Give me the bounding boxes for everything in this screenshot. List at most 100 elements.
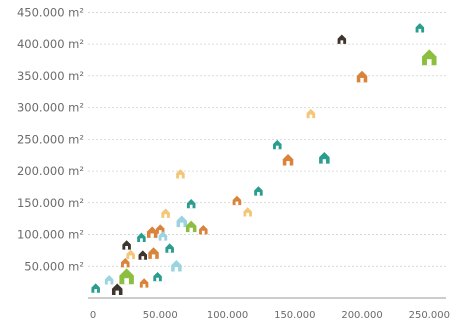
house-door — [286, 161, 290, 166]
house-door — [174, 267, 179, 272]
house-door — [189, 204, 193, 209]
house-body — [254, 186, 263, 196]
house-body — [415, 23, 425, 33]
house-marker — [104, 275, 114, 285]
house-door — [156, 277, 159, 282]
house-marker — [243, 207, 252, 217]
house-body — [176, 169, 185, 179]
house-marker — [254, 186, 263, 196]
house-body — [422, 49, 437, 66]
house-body — [186, 198, 196, 209]
house-marker — [156, 224, 165, 234]
house-marker — [165, 243, 174, 253]
house-marker — [176, 169, 185, 179]
house-door — [107, 280, 111, 285]
house-marker — [153, 271, 162, 282]
house-door — [161, 237, 165, 241]
house-marker — [111, 283, 123, 295]
house-body — [232, 195, 242, 206]
house-door — [179, 174, 182, 179]
house-door — [124, 278, 129, 285]
house-body — [282, 153, 294, 166]
house-door — [418, 28, 422, 33]
house-body — [273, 139, 282, 150]
grid-lines — [88, 11, 446, 267]
house-door — [360, 77, 364, 83]
house-door — [322, 159, 327, 164]
house-door — [151, 254, 156, 259]
house-body — [243, 207, 252, 217]
house-door — [257, 192, 260, 196]
house-marker — [91, 283, 100, 293]
house-marker — [137, 232, 146, 242]
x-tick-labels: 0 50.000 100.000 150.000 200.000 250.000 — [90, 310, 450, 321]
house-body — [126, 249, 135, 260]
x-tick-label: 250.000 — [409, 310, 450, 321]
y-tick-label: 400.000 m² — [17, 37, 84, 51]
y-tick-label: 350.000 m² — [17, 69, 84, 83]
house-body — [161, 208, 170, 218]
house-body — [319, 152, 330, 164]
house-body — [121, 257, 130, 268]
house-door — [140, 238, 143, 242]
house-door — [246, 212, 250, 217]
house-marker — [161, 208, 170, 218]
house-door — [141, 256, 145, 260]
house-body — [306, 108, 316, 119]
house-body — [119, 268, 134, 285]
house-door — [115, 290, 119, 295]
x-tick-label: 50.000 — [143, 310, 178, 321]
house-marker — [186, 198, 196, 209]
house-marker — [171, 259, 182, 272]
house-body — [139, 278, 149, 288]
house-door — [129, 255, 133, 260]
house-body — [171, 259, 182, 272]
house-marker — [273, 139, 282, 150]
y-tick-label: 150.000 m² — [17, 196, 84, 210]
y-tick-label: 450.000 m² — [17, 5, 84, 19]
house-body — [158, 231, 168, 241]
house-door — [340, 40, 344, 44]
house-body — [176, 215, 188, 228]
house-marker — [185, 220, 197, 233]
house-door — [125, 245, 128, 250]
house-door — [189, 227, 193, 233]
house-marker — [148, 247, 159, 259]
house-door — [201, 230, 205, 235]
house-body — [165, 243, 174, 253]
data-points — [91, 23, 437, 295]
house-door — [426, 59, 432, 66]
house-marker — [119, 268, 134, 285]
house-marker — [146, 226, 158, 238]
house-body — [185, 220, 197, 233]
house-body — [153, 271, 162, 282]
y-tick-labels: 50.000 m² 100.000 m² 150.000 m² 200.000 m² 2… — [17, 5, 84, 273]
house-body — [148, 247, 159, 259]
house-door — [168, 249, 172, 253]
house-body — [122, 240, 131, 250]
house-door — [150, 233, 154, 238]
house-marker — [337, 34, 347, 44]
house-marker — [122, 240, 131, 250]
y-tick-label: 300.000 m² — [17, 101, 84, 115]
house-body — [156, 224, 165, 234]
y-tick-label: 250.000 m² — [17, 132, 84, 146]
y-tick-label: 200.000 m² — [17, 164, 84, 178]
house-marker — [356, 70, 368, 83]
house-body — [111, 283, 123, 295]
y-tick-label: 50.000 m² — [24, 259, 84, 273]
house-marker — [158, 231, 168, 241]
house-door — [123, 263, 127, 268]
house-body — [104, 275, 114, 285]
house-marker — [199, 224, 208, 235]
house-door — [94, 289, 98, 293]
x-tick-label: 200.000 — [341, 310, 382, 321]
house-door — [235, 201, 239, 206]
house-marker — [415, 23, 425, 33]
house-marker — [176, 215, 188, 228]
house-door — [180, 222, 184, 228]
house-door — [142, 284, 146, 288]
x-tick-label: 0 — [90, 310, 96, 321]
house-marker — [319, 152, 330, 164]
